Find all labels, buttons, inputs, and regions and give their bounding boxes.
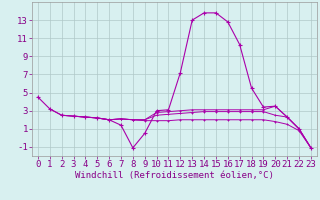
X-axis label: Windchill (Refroidissement éolien,°C): Windchill (Refroidissement éolien,°C): [75, 171, 274, 180]
